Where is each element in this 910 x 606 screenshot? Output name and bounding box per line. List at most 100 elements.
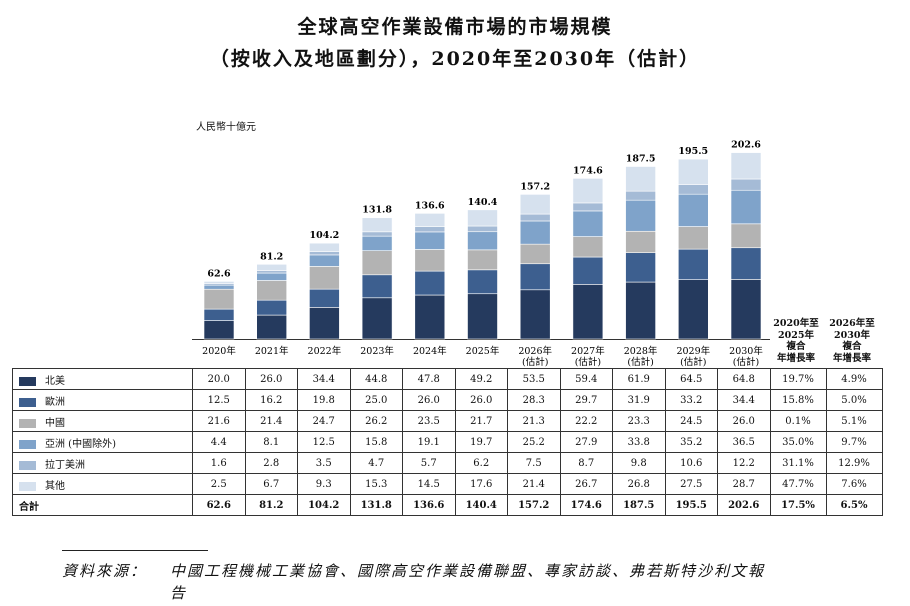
value-cell: 136.6 [402,494,456,516]
value-cell: 34.4 [717,389,771,411]
value-cell: 131.8 [349,494,403,516]
chart-title-line2: （按收入及地區劃分），2020年至2030年（估計） [209,48,701,70]
bar-segment-2-5 [467,249,498,271]
bar-segment-1-10 [730,247,762,280]
bar-segment-1-6 [519,263,551,291]
bar-segment-0-8 [625,281,656,340]
value-cell: 140.4 [454,494,508,516]
bar-segment-2-6 [519,243,551,265]
bar-segment-1-0 [203,308,235,321]
bar-segment-5-1 [256,263,288,271]
value-cell: 9.8 [612,452,666,474]
value-cell: 15.8 [349,431,403,453]
value-cell: 24.7 [297,410,351,432]
value-cell: 9.3 [297,473,351,495]
cagr-cell: 12.9% [825,452,883,474]
table-row: 亞洲 (中國除外) 4.4 8.1 12.5 15.8 19.1 19.7 25.2 27.9 3… [12,431,883,453]
bar-segment-5-4 [414,213,446,227]
cagr-cell: 5.0% [825,389,883,411]
category-label-9-0: 2029年 [676,345,710,357]
cagr-cell: 19.7% [769,368,827,390]
value-cell: 2.8 [244,452,298,474]
value-cell: 12.2 [717,452,771,474]
legend-label: 北美 [45,375,65,387]
value-cell: 104.2 [297,494,351,516]
total-label-3: 131.8 [362,205,392,216]
total-label-7: 174.6 [573,165,603,176]
bar-segment-3-8 [625,199,656,232]
table-row: 北美 20.0 26.0 34.4 44.8 47.8 49.2 53.5 59.4 61.9 64… [12,368,883,390]
bar-segment-0-6 [519,289,551,340]
bar-segment-3-3 [361,235,393,251]
category-label-10-0: 2030年 [729,345,763,357]
bar-segment-5-2 [309,242,340,252]
bar-segment-0-0 [203,320,235,340]
bar-segment-3-0 [203,284,235,290]
bar-segment-4-6 [519,213,551,222]
category-label-10-1: (估計) [733,356,759,368]
bar-segment-5-6 [519,194,551,215]
bar-segment-1-2 [309,288,340,308]
legend-swatch [19,481,36,491]
bar-segment-1-9 [677,248,709,280]
table-row: 其他 2.5 6.7 9.3 15.3 14.5 17.6 21.4 26.7 26.8 27.5 2… [12,473,883,495]
legend-swatch [19,418,36,428]
value-cell: 10.6 [664,452,718,474]
legend-swatch [19,460,36,470]
row-label: 其他 [12,473,193,495]
value-cell: 8.7 [559,452,613,474]
stacked-bar-chart: 62.6 2020年 81.2 2021年 104.2 2022年 131.8 2023年 13… [192,140,770,368]
value-cell: 49.2 [454,368,508,390]
table-row: 中國 21.6 21.4 24.7 26.2 23.5 21.7 21.3 22.2 23.3 24… [12,410,883,432]
value-cell: 202.6 [717,494,771,516]
value-cell: 17.6 [454,473,508,495]
value-cell: 7.5 [507,452,561,474]
category-label-7-1: (估計) [575,356,601,368]
legend-label: 其他 [45,480,65,492]
legend-swatch [19,439,36,449]
bar-segment-4-2 [309,251,340,256]
data-table: 北美 20.0 26.0 34.4 44.8 47.8 49.2 53.5 59.4 61.9 64… [12,368,883,516]
cagr-cell: 47.7% [769,473,827,495]
cagr-cell: 0.1% [769,410,827,432]
row-label: 拉丁美洲 [12,452,193,474]
cagr-header-2026-2030: 2026年至 2030年 複合 年增長率 [829,318,875,364]
cagr-cell: 5.1% [825,410,883,432]
bar-segment-2-2 [309,266,340,290]
value-cell: 19.8 [297,389,351,411]
category-label-5-0: 2025年 [466,345,500,357]
value-cell: 29.7 [559,389,613,411]
source-text-continued: 告 [170,584,188,602]
value-cell: 27.9 [559,431,613,453]
category-label-8-0: 2028年 [624,345,658,357]
bar-segment-2-7 [572,236,604,258]
bar-segment-0-4 [414,294,446,340]
bar-segment-1-4 [414,270,446,296]
total-label-9: 195.5 [678,146,708,157]
y-unit-label: 人民幣十億元 [196,122,256,133]
bar-segment-1-7 [572,256,604,285]
value-cell: 5.7 [402,452,456,474]
bar-segment-4-9 [677,184,709,195]
cagr-cell: 31.1% [769,452,827,474]
value-cell: 64.8 [717,368,771,390]
source-note: 資料來源： 中國工程機械工業協會、國際高空作業設備聯盟、專家訪談、弗若斯特沙利文報… [62,560,765,602]
value-cell: 4.4 [192,431,246,453]
row-label: 合計 [12,494,193,516]
value-cell: 14.5 [402,473,456,495]
value-cell: 174.6 [559,494,613,516]
bar-segment-3-4 [414,231,446,250]
bar-segment-5-5 [467,209,498,227]
value-cell: 28.3 [507,389,561,411]
value-cell: 21.6 [192,410,246,432]
bar-segment-0-10 [730,279,762,340]
bar-segment-1-5 [467,269,498,295]
row-label: 北美 [12,368,193,390]
bar-segment-0-7 [572,284,604,340]
bar-segment-3-2 [309,254,340,267]
category-label-2-0: 2022年 [308,345,342,357]
category-label-9-1: (估計) [680,356,706,368]
legend-label: 中國 [45,417,65,429]
value-cell: 81.2 [244,494,298,516]
value-cell: 23.5 [402,410,456,432]
